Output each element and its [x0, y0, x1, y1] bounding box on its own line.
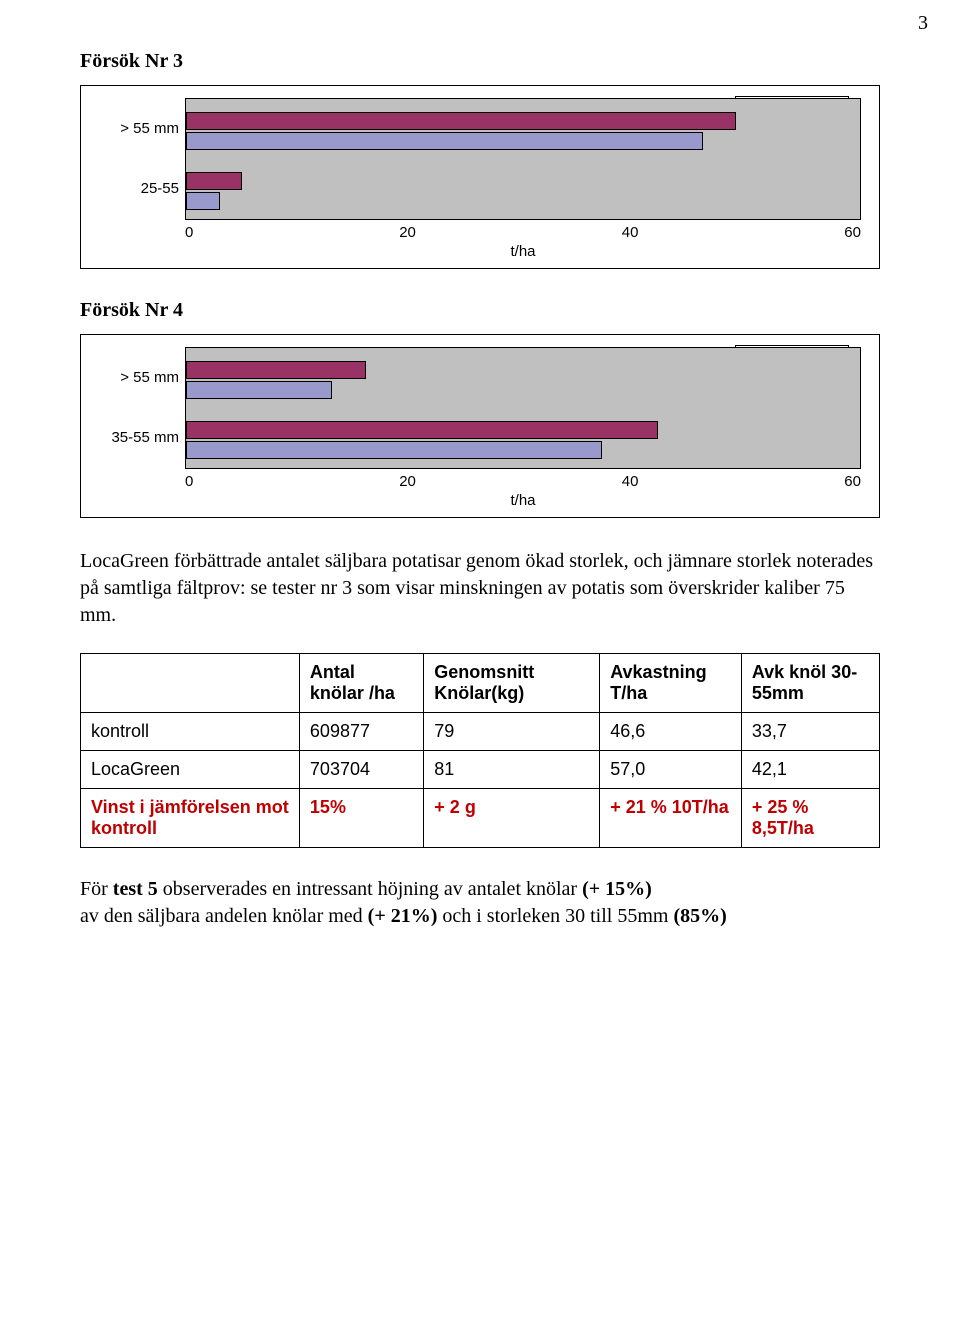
td: 609877	[299, 713, 423, 751]
th	[81, 654, 300, 713]
td: 79	[424, 713, 600, 751]
td: 703704	[299, 751, 423, 789]
text-bold: (+ 21%)	[368, 905, 438, 927]
bar	[186, 441, 602, 459]
th: Antal knölar /ha	[299, 654, 423, 713]
bar	[186, 421, 658, 439]
chart1-xticks: 0 20 40 60	[185, 224, 861, 241]
text: och i storleken 30 till 55mm	[437, 905, 673, 927]
text-bold: (85%)	[673, 905, 726, 927]
ylabel: 35-55 mm	[99, 407, 179, 467]
table-row: LocaGreen 703704 81 57,0 42,1	[81, 751, 880, 789]
td-label: kontroll	[81, 713, 300, 751]
th: Avkastning T/ha	[600, 654, 742, 713]
body-paragraph: LocaGreen förbättrade antalet säljbara p…	[80, 548, 880, 629]
ylabel: > 55 mm	[99, 98, 179, 158]
footer-paragraph: För test 5 observerades en intressant hö…	[80, 876, 880, 930]
text: observerades en intressant höjning av an…	[158, 878, 582, 900]
bar	[186, 172, 242, 190]
bar	[186, 381, 332, 399]
chart2-title: Försök Nr 4	[80, 299, 880, 322]
chart2-plot	[185, 347, 861, 469]
th: Avk knöl 30-55mm	[741, 654, 879, 713]
data-table: Antal knölar /ha Genomsnitt Knölar(kg) A…	[80, 653, 880, 848]
ylabel: 25-55	[99, 158, 179, 218]
chart2-xtitle: t/ha	[185, 492, 861, 509]
text: För	[80, 878, 113, 900]
td: 46,6	[600, 713, 742, 751]
table-row: kontroll 609877 79 46,6 33,7	[81, 713, 880, 751]
td: + 25 % 8,5T/ha	[741, 789, 879, 848]
chart1: megagreen control > 55 mm 25-55 0 20 40 …	[80, 85, 880, 269]
xtick: 60	[844, 224, 861, 241]
xtick: 40	[622, 224, 639, 241]
td-label: LocaGreen	[81, 751, 300, 789]
chart2-ylabels: > 55 mm 35-55 mm	[99, 347, 185, 467]
bar	[186, 132, 703, 150]
bar	[186, 361, 366, 379]
text: av den säljbara andelen knölar med	[80, 905, 368, 927]
td: 81	[424, 751, 600, 789]
td: 42,1	[741, 751, 879, 789]
bar	[186, 192, 220, 210]
table-header-row: Antal knölar /ha Genomsnitt Knölar(kg) A…	[81, 654, 880, 713]
table-row: Vinst i jämförelsen mot kontroll 15% + 2…	[81, 789, 880, 848]
chart1-xtitle: t/ha	[185, 243, 861, 260]
chart1-title: Försök Nr 3	[80, 50, 880, 73]
td-label: Vinst i jämförelsen mot kontroll	[81, 789, 300, 848]
xtick: 20	[399, 473, 416, 490]
xtick: 60	[844, 473, 861, 490]
chart2-xticks: 0 20 40 60	[185, 473, 861, 490]
text-bold: (+ 15%)	[582, 878, 652, 900]
bar	[186, 112, 736, 130]
page-number: 3	[918, 12, 928, 35]
td: 15%	[299, 789, 423, 848]
ylabel: > 55 mm	[99, 347, 179, 407]
xtick: 0	[185, 473, 193, 490]
chart1-plot	[185, 98, 861, 220]
chart1-ylabels: > 55 mm 25-55	[99, 98, 185, 218]
th: Genomsnitt Knölar(kg)	[424, 654, 600, 713]
xtick: 20	[399, 224, 416, 241]
td: 57,0	[600, 751, 742, 789]
td: + 2 g	[424, 789, 600, 848]
chart2: megagreen control > 55 mm 35-55 mm 0 20 …	[80, 334, 880, 518]
td: 33,7	[741, 713, 879, 751]
td: + 21 % 10T/ha	[600, 789, 742, 848]
text-bold: test 5	[113, 878, 158, 900]
xtick: 0	[185, 224, 193, 241]
xtick: 40	[622, 473, 639, 490]
